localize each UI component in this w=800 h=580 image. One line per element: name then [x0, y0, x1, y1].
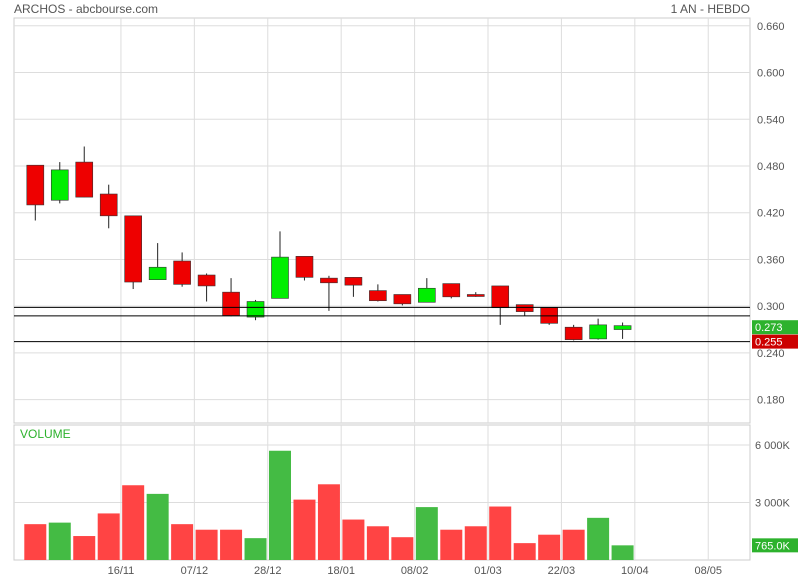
volume-bar [24, 524, 47, 560]
volume-bar [391, 537, 414, 560]
candles [26, 146, 632, 341]
value-tags: 0.273 0.255 765.0K [752, 320, 798, 553]
volume-tick-label: 6 000K [755, 440, 791, 452]
candle-body [246, 301, 265, 318]
reference-lines [14, 306, 750, 343]
support-price-tag: 0.255 [755, 337, 783, 349]
time-tick-label: 16/11 [108, 565, 135, 577]
price-tick-label: 0.180 [757, 395, 785, 407]
volume-bar [146, 493, 169, 560]
last-volume-tag: 765.0K [755, 540, 791, 552]
volume-bar [464, 526, 487, 560]
candle-body [173, 260, 191, 285]
candle-body [589, 324, 607, 340]
candle-body [295, 256, 314, 278]
time-tick-label: 22/03 [548, 565, 576, 577]
time-tick-label: 10/04 [621, 565, 649, 577]
candle-body [50, 169, 69, 201]
volume-bar [562, 529, 585, 560]
price-tick-label: 0.540 [757, 114, 785, 126]
candle-body [515, 304, 534, 312]
candle-body [369, 290, 387, 302]
volume-bar [269, 450, 291, 560]
candle-body [124, 215, 142, 283]
candle-body [442, 283, 461, 298]
volume-bar [440, 529, 463, 560]
candle-body [320, 277, 338, 284]
candle-body [613, 325, 632, 330]
volume-bar [293, 499, 316, 560]
chart-period: 1 AN - HEBDO [670, 2, 750, 16]
candle-body [271, 256, 289, 299]
candle-body [197, 274, 216, 287]
volume-bar [195, 529, 218, 560]
volume-bar [513, 543, 536, 560]
volume-bar [489, 506, 512, 560]
price-tick-label: 0.660 [757, 21, 785, 33]
volume-tick-label: 3 000K [755, 498, 791, 510]
volume-bar [220, 529, 243, 560]
candle-body [466, 294, 485, 297]
price-tick-label: 0.240 [757, 348, 785, 360]
price-tick-label: 0.600 [757, 68, 785, 80]
price-tick-label: 0.480 [757, 161, 785, 173]
candle-body [491, 285, 510, 309]
volume-bar [244, 538, 267, 560]
support-price-tag-box [752, 334, 798, 349]
volume-bar [122, 485, 145, 560]
candle-body [418, 287, 436, 303]
price-tick-label: 0.360 [757, 254, 785, 266]
candle-body [99, 193, 118, 217]
time-tick-label: 28/12 [254, 565, 282, 577]
volume-bar [171, 524, 194, 560]
volume-bar [342, 519, 365, 560]
volume-bar [97, 513, 120, 560]
time-tick-label: 01/03 [474, 565, 502, 577]
time-tick-label: 18/01 [327, 565, 355, 577]
candle-body [148, 266, 167, 280]
candle-body [222, 291, 240, 316]
grid [13, 17, 751, 561]
price-tick-label: 0.300 [757, 301, 785, 313]
volume-bar [317, 484, 340, 560]
last-price-tag-box [752, 320, 798, 335]
volume-bar [538, 534, 561, 560]
volume-bar [366, 526, 389, 560]
candle-body [344, 277, 363, 286]
volume-panel-title: VOLUME [20, 427, 71, 441]
last-price-tag: 0.273 [755, 322, 783, 334]
axes: 0.180 0.240 0.300 0.360 0.420 0.480 0.540 0.600… [108, 21, 791, 577]
price-panel-frame [13, 17, 751, 424]
chart-title: ARCHOS - abcbourse.com [14, 2, 159, 16]
candle-body [393, 294, 412, 305]
time-tick-label: 08/02 [401, 565, 429, 577]
candle-body [26, 164, 45, 206]
time-tick-label: 08/05 [694, 565, 722, 577]
candle-body [75, 161, 94, 198]
price-tick-label: 0.420 [757, 208, 785, 220]
volume-bar [73, 536, 96, 560]
volume-bar [415, 507, 438, 560]
last-volume-tag-box [752, 538, 798, 553]
candle-body [564, 326, 583, 340]
volume-bar [587, 517, 610, 560]
volume-bar [611, 545, 634, 560]
volume-bar [48, 522, 71, 560]
time-tick-label: 07/12 [181, 565, 209, 577]
volume-bars [24, 450, 634, 560]
